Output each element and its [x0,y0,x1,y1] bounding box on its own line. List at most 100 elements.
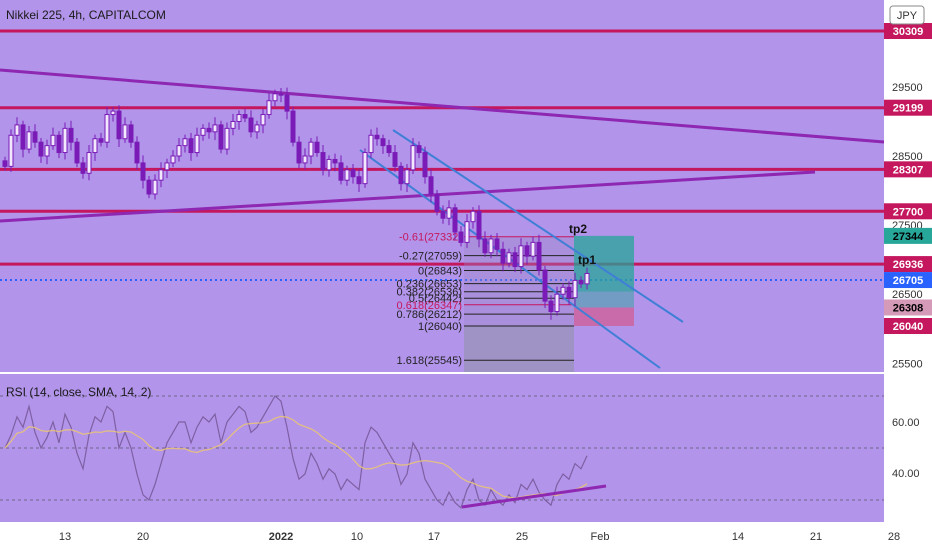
candle-body[interactable] [566,286,572,299]
candle-body[interactable] [134,141,140,164]
candle-body[interactable] [350,169,356,178]
candle-body[interactable] [518,245,524,268]
candle-body[interactable] [398,165,404,185]
candle-body[interactable] [482,238,488,254]
candle-body[interactable] [386,145,392,154]
candle-body[interactable] [188,138,194,154]
candle-body[interactable] [146,179,152,195]
candle-body[interactable] [56,134,62,154]
candle-body[interactable] [164,162,170,171]
candle-body[interactable] [584,272,590,285]
candle-body[interactable] [278,93,284,96]
candle-body[interactable] [470,210,476,223]
candle-body[interactable] [122,124,128,140]
candle-body[interactable] [578,279,584,285]
candle-body[interactable] [2,160,8,167]
candle-body[interactable] [152,179,158,195]
entry-box[interactable] [574,291,634,308]
candle-body[interactable] [218,124,224,150]
candle-body[interactable] [488,238,494,254]
candle-body[interactable] [464,221,470,243]
channel-upper-line[interactable] [392,129,684,323]
candle-body[interactable] [32,131,38,143]
candle-body[interactable] [404,169,410,185]
candle-body[interactable] [368,134,374,154]
candle-body[interactable] [380,138,386,147]
candle-body[interactable] [194,134,200,154]
candle-body[interactable] [170,155,176,164]
candle-body[interactable] [254,124,260,133]
candle-body[interactable] [140,162,146,181]
candle-body[interactable] [68,127,74,143]
candle-body[interactable] [98,138,104,143]
candle-body[interactable] [512,252,518,268]
candle-body[interactable] [80,162,86,174]
candle-body[interactable] [410,145,416,171]
candle-body[interactable] [554,293,560,312]
candle-body[interactable] [50,134,56,147]
candle-body[interactable] [158,169,164,181]
candle-body[interactable] [434,193,440,212]
candle-body[interactable] [422,152,428,178]
candle-body[interactable] [62,127,68,154]
candle-body[interactable] [128,124,134,143]
candle-body[interactable] [38,141,44,157]
candle-body[interactable] [362,152,368,185]
candle-body[interactable] [524,245,530,257]
candle-body[interactable] [446,207,452,219]
rsi-line[interactable] [4,395,588,509]
currency-button[interactable] [889,5,925,25]
candle-body[interactable] [326,158,332,171]
candle-body[interactable] [206,127,212,133]
candle-body[interactable] [230,120,236,129]
candle-body[interactable] [236,114,242,122]
candle-body[interactable] [428,176,434,195]
candle-body[interactable] [242,114,248,119]
candle-body[interactable] [290,110,296,143]
candle-body[interactable] [8,134,14,167]
candle-body[interactable] [476,210,482,240]
candle-body[interactable] [536,241,542,271]
candle-body[interactable] [344,169,350,181]
candle-body[interactable] [248,117,254,133]
downtrend-line[interactable] [0,68,885,144]
candle-body[interactable] [110,110,116,116]
candle-body[interactable] [296,141,302,164]
candle-body[interactable] [308,141,314,157]
candle-body[interactable] [104,114,110,143]
candle-body[interactable] [416,145,422,154]
candle-body[interactable] [74,141,80,164]
candle-body[interactable] [302,155,308,164]
candle-body[interactable] [212,124,218,133]
candle-body[interactable] [20,124,26,150]
candle-body[interactable] [440,210,446,219]
candle-body[interactable] [314,141,320,154]
candle-body[interactable] [272,93,278,102]
candle-body[interactable] [392,152,398,167]
candle-body[interactable] [182,138,188,147]
candle-body[interactable] [500,248,506,264]
candle-body[interactable] [44,145,50,157]
candle-body[interactable] [92,138,98,154]
candle-body[interactable] [86,152,92,174]
candle-body[interactable] [356,176,362,185]
uptrend-line[interactable] [0,170,816,223]
stop-loss-box[interactable] [574,307,634,326]
candle-body[interactable] [494,238,500,250]
candle-body[interactable] [374,134,380,140]
candle-body[interactable] [560,286,566,295]
candle-body[interactable] [452,207,458,233]
candle-body[interactable] [176,145,182,157]
candle-body[interactable] [284,94,290,112]
divergence-line[interactable] [461,484,607,509]
candle-body[interactable] [458,231,464,243]
candle-body[interactable] [200,127,206,136]
candle-body[interactable] [542,269,548,302]
candle-body[interactable] [260,114,266,126]
candle-body[interactable] [266,100,272,116]
candle-body[interactable] [116,110,122,140]
candle-body[interactable] [26,131,32,150]
candle-body[interactable] [320,152,326,171]
candle-body[interactable] [14,124,20,136]
candle-body[interactable] [530,241,536,257]
